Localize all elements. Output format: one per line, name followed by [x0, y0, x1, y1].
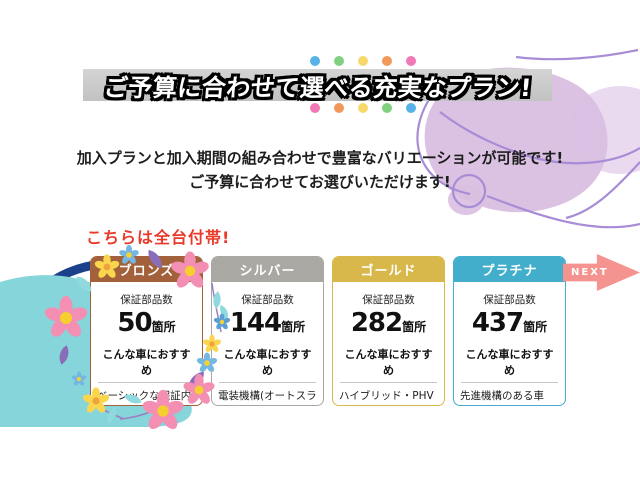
plan-recommendation: 電装機構(オートスライドドア・パワーバックドアなど)の少ない車	[218, 390, 317, 402]
parts-count: 282箇所	[339, 308, 438, 338]
recommend-heading: こんな車におすすめ	[98, 346, 195, 383]
plan-card-body: 保証部品数 282箇所 こんな車におすすめ ハイブリッド・PHV車・ミニバン・電…	[333, 282, 444, 405]
plan-recommendation: ハイブリッド・PHV車・ミニバン・電装機構の多い車	[339, 390, 434, 402]
title-banner: ご予算に合わせて選べる充実なプラン!	[83, 69, 552, 102]
dot-icon	[406, 103, 416, 113]
dot-icon	[358, 56, 368, 66]
parts-count-label: 保証部品数	[483, 294, 536, 306]
intro-line-1: 加入プランと加入期間の組み合わせで豊富なバリエーションが可能です!	[76, 149, 564, 167]
plan-cards-row: ブロンズ 保証部品数 50箇所 こんな車におすすめ ベーシックな保証内容で、全て…	[90, 256, 566, 406]
intro-text: 加入プランと加入期間の組み合わせで豊富なバリエーションが可能です! ご予算に合わ…	[0, 146, 640, 194]
plan-card-silver: シルバー 保証部品数 144箇所 こんな車におすすめ 電装機構(オートスライドド…	[211, 256, 324, 406]
plan-card-platinum: プラチナ 保証部品数 437箇所 こんな車におすすめ 先進機構のある車	[453, 256, 566, 406]
parts-count-number: 144	[229, 308, 282, 338]
parts-count: 437箇所	[460, 308, 559, 338]
parts-count-unit: 箇所	[523, 320, 548, 334]
plan-name-platinum: プラチナ	[454, 257, 565, 282]
parts-count: 50箇所	[97, 308, 196, 338]
dot-icon	[334, 103, 344, 113]
banner-dots-bottom	[310, 103, 416, 113]
page-title: ご予算に合わせて選べる充実なプラン!	[102, 73, 533, 102]
plan-card-body: 保証部品数 144箇所 こんな車におすすめ 電装機構(オートスライドドア・パワー…	[212, 282, 323, 405]
dot-icon	[310, 56, 320, 66]
plan-name-silver: シルバー	[212, 257, 323, 282]
dot-icon	[382, 56, 392, 66]
parts-count: 144箇所	[218, 308, 317, 338]
dot-icon	[310, 103, 320, 113]
parts-count-label: 保証部品数	[362, 294, 415, 306]
dot-icon	[334, 56, 344, 66]
dot-icon	[406, 56, 416, 66]
recommend-heading: こんな車におすすめ	[340, 346, 437, 383]
plan-card-body: 保証部品数 50箇所 こんな車におすすめ ベーシックな保証内容で、全てのお車にお…	[91, 282, 202, 405]
recommend-heading: こんな車におすすめ	[461, 346, 558, 383]
plan-recommendation: 先進機構のある車	[460, 390, 544, 402]
parts-count-number: 50	[117, 308, 152, 338]
banner-dots-top	[310, 56, 416, 66]
all-cars-note: こちらは全台付帯!	[86, 228, 231, 247]
parts-count-number: 282	[350, 308, 403, 338]
parts-count-unit: 箇所	[402, 320, 427, 334]
parts-count-unit: 箇所	[151, 320, 176, 334]
intro-line-2: ご予算に合わせてお選びいただけます!	[189, 173, 451, 191]
dot-icon	[358, 103, 368, 113]
parts-count-number: 437	[471, 308, 524, 338]
parts-count-label: 保証部品数	[241, 294, 294, 306]
plan-card-body: 保証部品数 437箇所 こんな車におすすめ 先進機構のある車	[454, 282, 565, 405]
parts-count-unit: 箇所	[281, 320, 306, 334]
plan-recommendation: ベーシックな保証内容で、全てのお車におすすめできます。	[97, 390, 192, 402]
recommend-heading: こんな車におすすめ	[219, 346, 316, 383]
parts-count-label: 保証部品数	[120, 294, 173, 306]
plan-name-bronze: ブロンズ	[91, 257, 202, 282]
plan-card-gold: ゴールド 保証部品数 282箇所 こんな車におすすめ ハイブリッド・PHV車・ミ…	[332, 256, 445, 406]
plan-card-bronze: ブロンズ 保証部品数 50箇所 こんな車におすすめ ベーシックな保証内容で、全て…	[90, 256, 203, 406]
plan-name-gold: ゴールド	[333, 257, 444, 282]
next-button-label: NEXT	[571, 267, 609, 278]
dot-icon	[382, 103, 392, 113]
next-button[interactable]: NEXT	[563, 254, 640, 291]
